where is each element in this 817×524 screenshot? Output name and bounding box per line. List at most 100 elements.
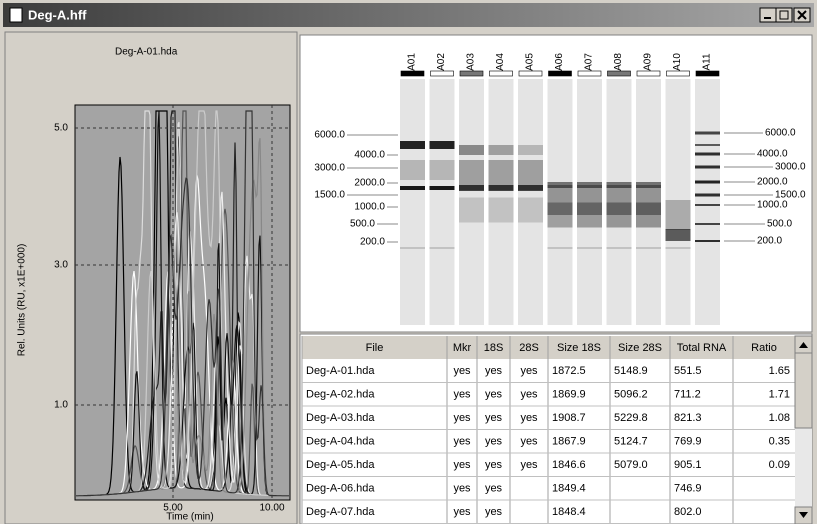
band [695,240,720,242]
table-cell: yes [453,506,471,518]
table-cells: File Mkr 18S 28S Size 18S Size 28S Total RNA Ra… [301,336,795,524]
maximize-icon [779,10,789,20]
lane-marker [666,70,690,77]
close-icon [797,10,807,20]
table-cell: yes [520,365,538,377]
ladder-label-left: 2000.0 [354,178,385,189]
table-cell: Deg-A-07.hda [306,506,375,518]
lane [665,79,691,325]
x-axis-label: Time (min) [166,512,213,523]
table-cell: yes [485,412,503,424]
band [429,247,455,249]
band [636,185,661,215]
table-cell: 1.71 [769,388,790,400]
table-cell: yes [453,412,471,424]
y-tick-label: 3.0 [54,260,68,271]
ladder-label-left: 4000.0 [354,150,385,161]
lane-label: A05 [525,53,536,71]
table-cell: yes [520,388,538,400]
lane [400,79,425,325]
band [665,247,691,249]
band [577,247,602,249]
table-cell: yes [520,435,538,447]
x-tick-label: 5.00 [163,503,183,514]
ladder-label-left: 1000.0 [354,202,385,213]
app-icon [9,7,23,23]
maximize-button[interactable] [775,7,793,23]
ladder-label-right: 200.0 [757,236,782,247]
scroll-down-arrow [799,512,808,518]
lane-marker [400,70,425,77]
band [577,182,602,188]
lane-label: A08 [613,53,624,71]
table-cell: yes [485,459,503,471]
table-cell: Deg-A-05.hda [306,459,375,471]
table-cell: 1869.9 [552,388,586,400]
window-title: Deg-A.hff [28,7,87,22]
ladder-label-right: 1000.0 [757,200,788,211]
table-cell: 1.65 [769,365,790,377]
lane [488,79,514,325]
x-tick-label: 10.00 [259,503,284,514]
lane-marker [577,70,602,77]
table-cell: yes [520,459,538,471]
lane-marker [459,70,484,77]
band [606,202,632,228]
ladder-label-right: 2000.0 [757,177,788,188]
lane [695,79,720,325]
band [518,197,543,223]
table-cell: yes [453,388,471,400]
lane-label: A06 [554,53,565,71]
lane-marker [518,70,543,77]
table-cell: Deg-A-04.hda [306,435,375,447]
ladder-label-right: 3000.0 [775,162,806,173]
table-cell: 746.9 [674,482,702,494]
band [488,197,514,223]
table-cell: 905.1 [674,459,702,471]
lane-marker [607,70,631,77]
lane [518,79,543,325]
table-cell: yes [485,482,503,494]
band [606,185,632,215]
table-cell: 802.0 [674,506,702,518]
scroll-thumb[interactable] [794,352,813,429]
table-cell: yes [453,365,471,377]
band [695,165,720,169]
lane-marker [430,70,454,77]
lane-label: A02 [436,53,447,71]
table-cell: yes [453,435,471,447]
band [459,145,484,155]
table-cell: 821.3 [674,412,702,424]
lane-marker [636,70,661,77]
lane [577,79,602,325]
band [488,145,514,155]
band [400,247,425,249]
ladder-label-left: 500.0 [350,219,375,230]
band [459,160,484,190]
lane [547,79,573,325]
ladder-label-right: 6000.0 [765,128,796,139]
lane-label: A01 [407,53,418,71]
band [695,223,720,225]
band [695,144,720,146]
table-cell: 0.35 [769,435,790,447]
band [429,141,455,149]
band [488,185,514,191]
column-header: Total RNA [677,342,727,354]
gel-image: A01 A02 A03 A04 A05 A06 A07 A08 A09 A10 A11 6000.0 4… [314,53,806,325]
lane [459,79,484,325]
y-tick-label: 5.0 [54,123,68,134]
band [400,141,425,149]
band [518,160,543,190]
table-cell: yes [485,506,503,518]
lane-label: A11 [702,53,713,70]
ladder-label-left: 3000.0 [314,163,345,174]
traces [76,110,289,497]
band [400,186,425,190]
table-cell: 5229.8 [614,412,648,424]
ladder-label-left: 6000.0 [314,130,345,141]
minimize-button[interactable] [759,7,777,23]
band [518,185,543,191]
band [547,202,573,228]
table-cell: 5148.9 [614,365,648,377]
